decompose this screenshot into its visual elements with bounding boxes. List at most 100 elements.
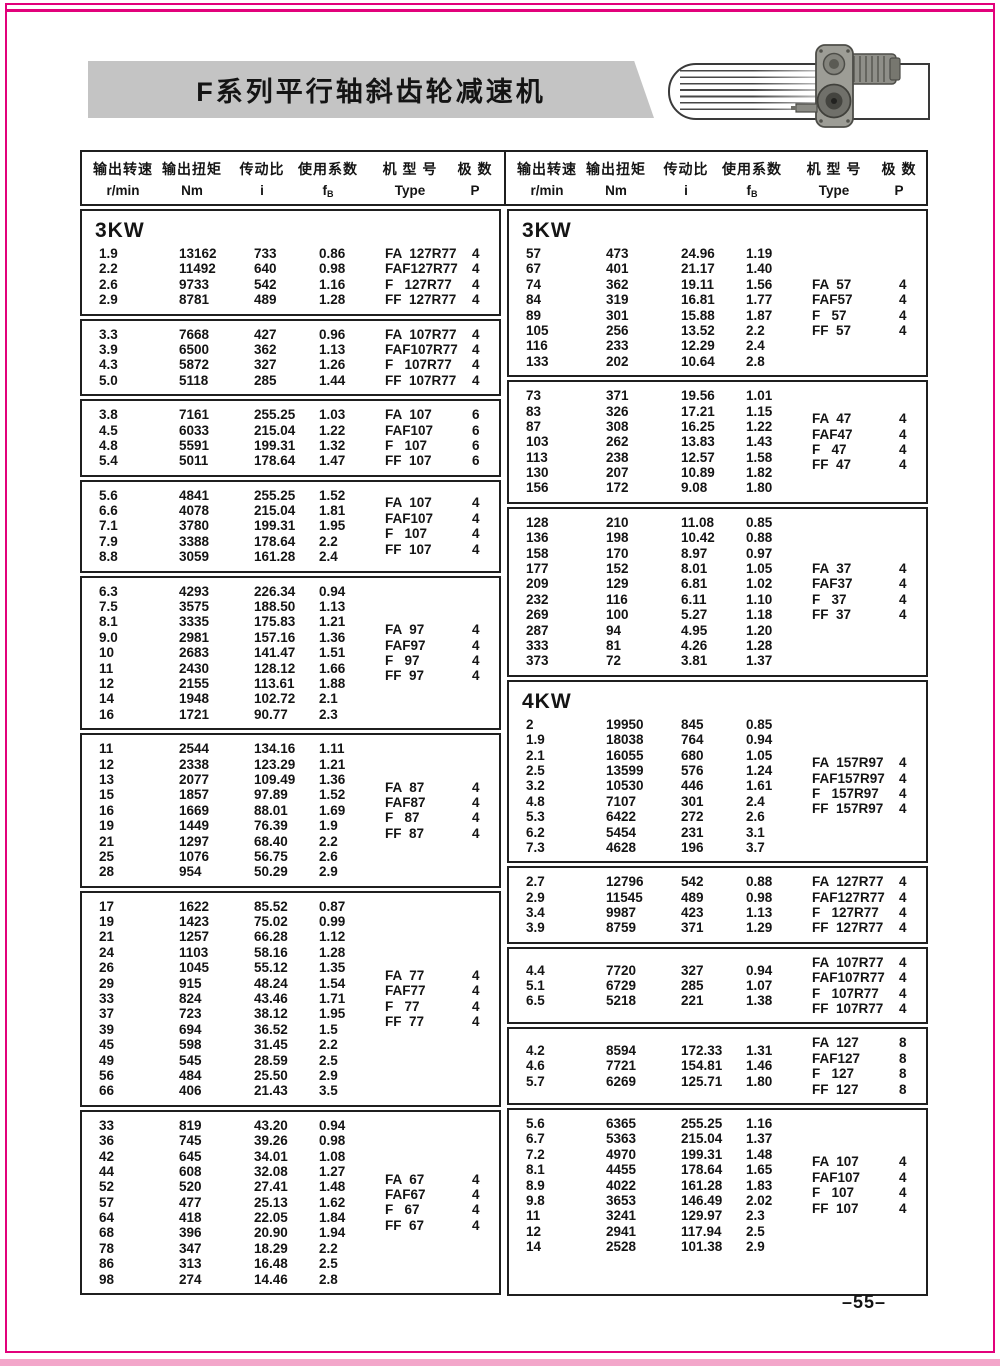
torque-value: 6033 (179, 422, 210, 438)
service-factor-value: 1.29 (746, 920, 773, 936)
service-factor-value: 0.97 (746, 545, 773, 561)
poles-value: 4 (899, 607, 907, 623)
table-header-left: 输出转速 r/min 输出扭矩 Nm 传动比 i 使用系数 fB 机 型 号 Type 极 数 P (82, 152, 504, 204)
torque-value: 274 (179, 1271, 202, 1287)
service-factor-value: 1.28 (319, 292, 346, 308)
service-factor-value: 1.94 (319, 1225, 346, 1241)
speed-value: 87 (526, 418, 542, 434)
speed-value: 2.7 (526, 874, 545, 890)
speed-value: 66 (99, 1083, 115, 1099)
torque-value: 11545 (606, 889, 643, 905)
table-row: 6.6 4078 215.04 1.81 (82, 503, 382, 518)
table-row: 24 1103 58.16 1.28 (82, 945, 382, 960)
torque-value: 16055 (606, 747, 644, 763)
column-header-cn: 输出扭矩 (586, 161, 646, 177)
service-factor-value: 2.3 (319, 706, 338, 722)
poles-value: 4 (472, 276, 480, 292)
ratio-value: 55.12 (254, 960, 288, 976)
type-name: FA 37 (812, 561, 852, 577)
speed-value: 158 (526, 545, 549, 561)
table-row: 66 406 21.43 3.5 (82, 1083, 382, 1098)
column-header-unit: Type (818, 183, 850, 198)
ratio-value: 76.39 (254, 818, 288, 834)
type-row: FAF77 4 (385, 983, 499, 998)
speed-value: 136 (526, 530, 549, 546)
type-name: F 97 (385, 652, 420, 668)
speed-value: 2.6 (99, 276, 118, 292)
poles-value: 8 (899, 1081, 907, 1097)
ratio-value: 446 (681, 778, 704, 794)
ratio-value: 146.49 (681, 1192, 723, 1208)
speed-value: 14 (526, 1239, 542, 1255)
type-row: FAF47 4 (812, 427, 926, 442)
service-factor-value: 1.43 (746, 434, 773, 450)
type-row: FAF127R77 4 (385, 261, 499, 276)
numeric-columns: 17 1622 85.52 0.87 19 1423 75.02 0.99 21 1257 66.2… (82, 899, 382, 1099)
torque-value: 129 (606, 576, 629, 592)
type-row: FF 107 6 (385, 453, 499, 468)
table-row: 2.9 8781 489 1.28 (82, 292, 382, 307)
poles-value: 4 (472, 541, 480, 557)
type-name: FAF107R77 (812, 970, 885, 986)
table-row: 2.6 9733 542 1.16 (82, 277, 382, 292)
speed-value: 4.4 (526, 962, 545, 978)
poles-value: 4 (472, 652, 480, 668)
service-factor-value: 1.83 (746, 1177, 773, 1193)
column-header: 输出转速 r/min (93, 159, 153, 198)
poles-value: 4 (472, 246, 480, 261)
type-row: FF 107 4 (812, 1201, 926, 1216)
torque-value: 18038 (606, 732, 644, 748)
service-factor-value: 1.71 (319, 991, 346, 1007)
speed-value: 113 (526, 449, 548, 465)
type-row: FAF127R77 4 (812, 890, 926, 905)
poles-value: 4 (472, 326, 480, 342)
poles-value: 4 (899, 920, 907, 936)
ratio-value: 24.96 (681, 246, 715, 261)
poles-value: 8 (899, 1035, 907, 1051)
power-section-label: 3KW (522, 219, 572, 242)
speed-value: 84 (526, 292, 542, 308)
ratio-value: 13.52 (681, 322, 715, 338)
torque-value: 819 (179, 1117, 202, 1133)
column-header: 输出转速 r/min (517, 159, 577, 198)
table-row: 9.8 3653 146.49 2.02 (509, 1193, 809, 1208)
type-name: FAF107 (812, 1169, 861, 1185)
ratio-value: 17.21 (681, 403, 715, 419)
speed-value: 26 (99, 960, 115, 976)
page-title: F系列平行轴斜齿轮减速机 (196, 77, 546, 107)
torque-value: 202 (606, 353, 629, 369)
torque-value: 319 (606, 292, 629, 308)
service-factor-value: 0.98 (319, 1133, 346, 1149)
service-factor-value: 1.02 (746, 576, 773, 592)
table-row: 37 723 38.12 1.95 (82, 1006, 382, 1021)
poles-value: 4 (472, 495, 480, 511)
poles-value: 4 (899, 889, 907, 905)
service-factor-value: 1.11 (319, 741, 345, 757)
speed-value: 2.9 (526, 889, 545, 905)
type-row: F 107 4 (812, 1185, 926, 1200)
torque-value: 401 (606, 261, 629, 277)
speed-value: 5.1 (526, 977, 545, 993)
table-row: 16 1669 88.01 1.69 (82, 803, 382, 818)
type-name: FAF107 (385, 422, 434, 438)
speed-value: 56 (99, 1067, 115, 1083)
service-factor-value: 1.13 (319, 341, 346, 357)
torque-value: 2430 (179, 660, 210, 676)
torque-value: 170 (606, 545, 629, 561)
poles-value: 6 (472, 407, 480, 423)
torque-value: 362 (606, 276, 629, 292)
speed-value: 5.3 (526, 809, 545, 825)
table-header-row: 输出转速 r/min 输出扭矩 Nm 传动比 i 使用系数 fB 机 型 号 Type 极 数 P 输… (80, 150, 928, 206)
table-row: 5.7 6269 125.71 1.80 (509, 1074, 809, 1089)
type-row: FAF107 4 (385, 511, 499, 526)
poles-value: 4 (899, 970, 907, 986)
type-row: FAF107R77 4 (385, 342, 499, 357)
spec-block: 4KW 2 19950 845 0.85 1.9 18038 764 0.94 2.1 16055 6… (507, 679, 928, 864)
speed-value: 8.8 (99, 549, 118, 565)
numeric-columns: 4.2 8594 172.33 1.31 4.6 7721 154.81 1.46 5.7 626… (509, 1043, 809, 1089)
speed-value: 86 (99, 1256, 115, 1272)
speed-value: 232 (526, 591, 549, 607)
ratio-value: 38.12 (254, 1006, 288, 1022)
torque-value: 7668 (179, 326, 210, 342)
service-factor-value: 0.94 (319, 1117, 346, 1133)
